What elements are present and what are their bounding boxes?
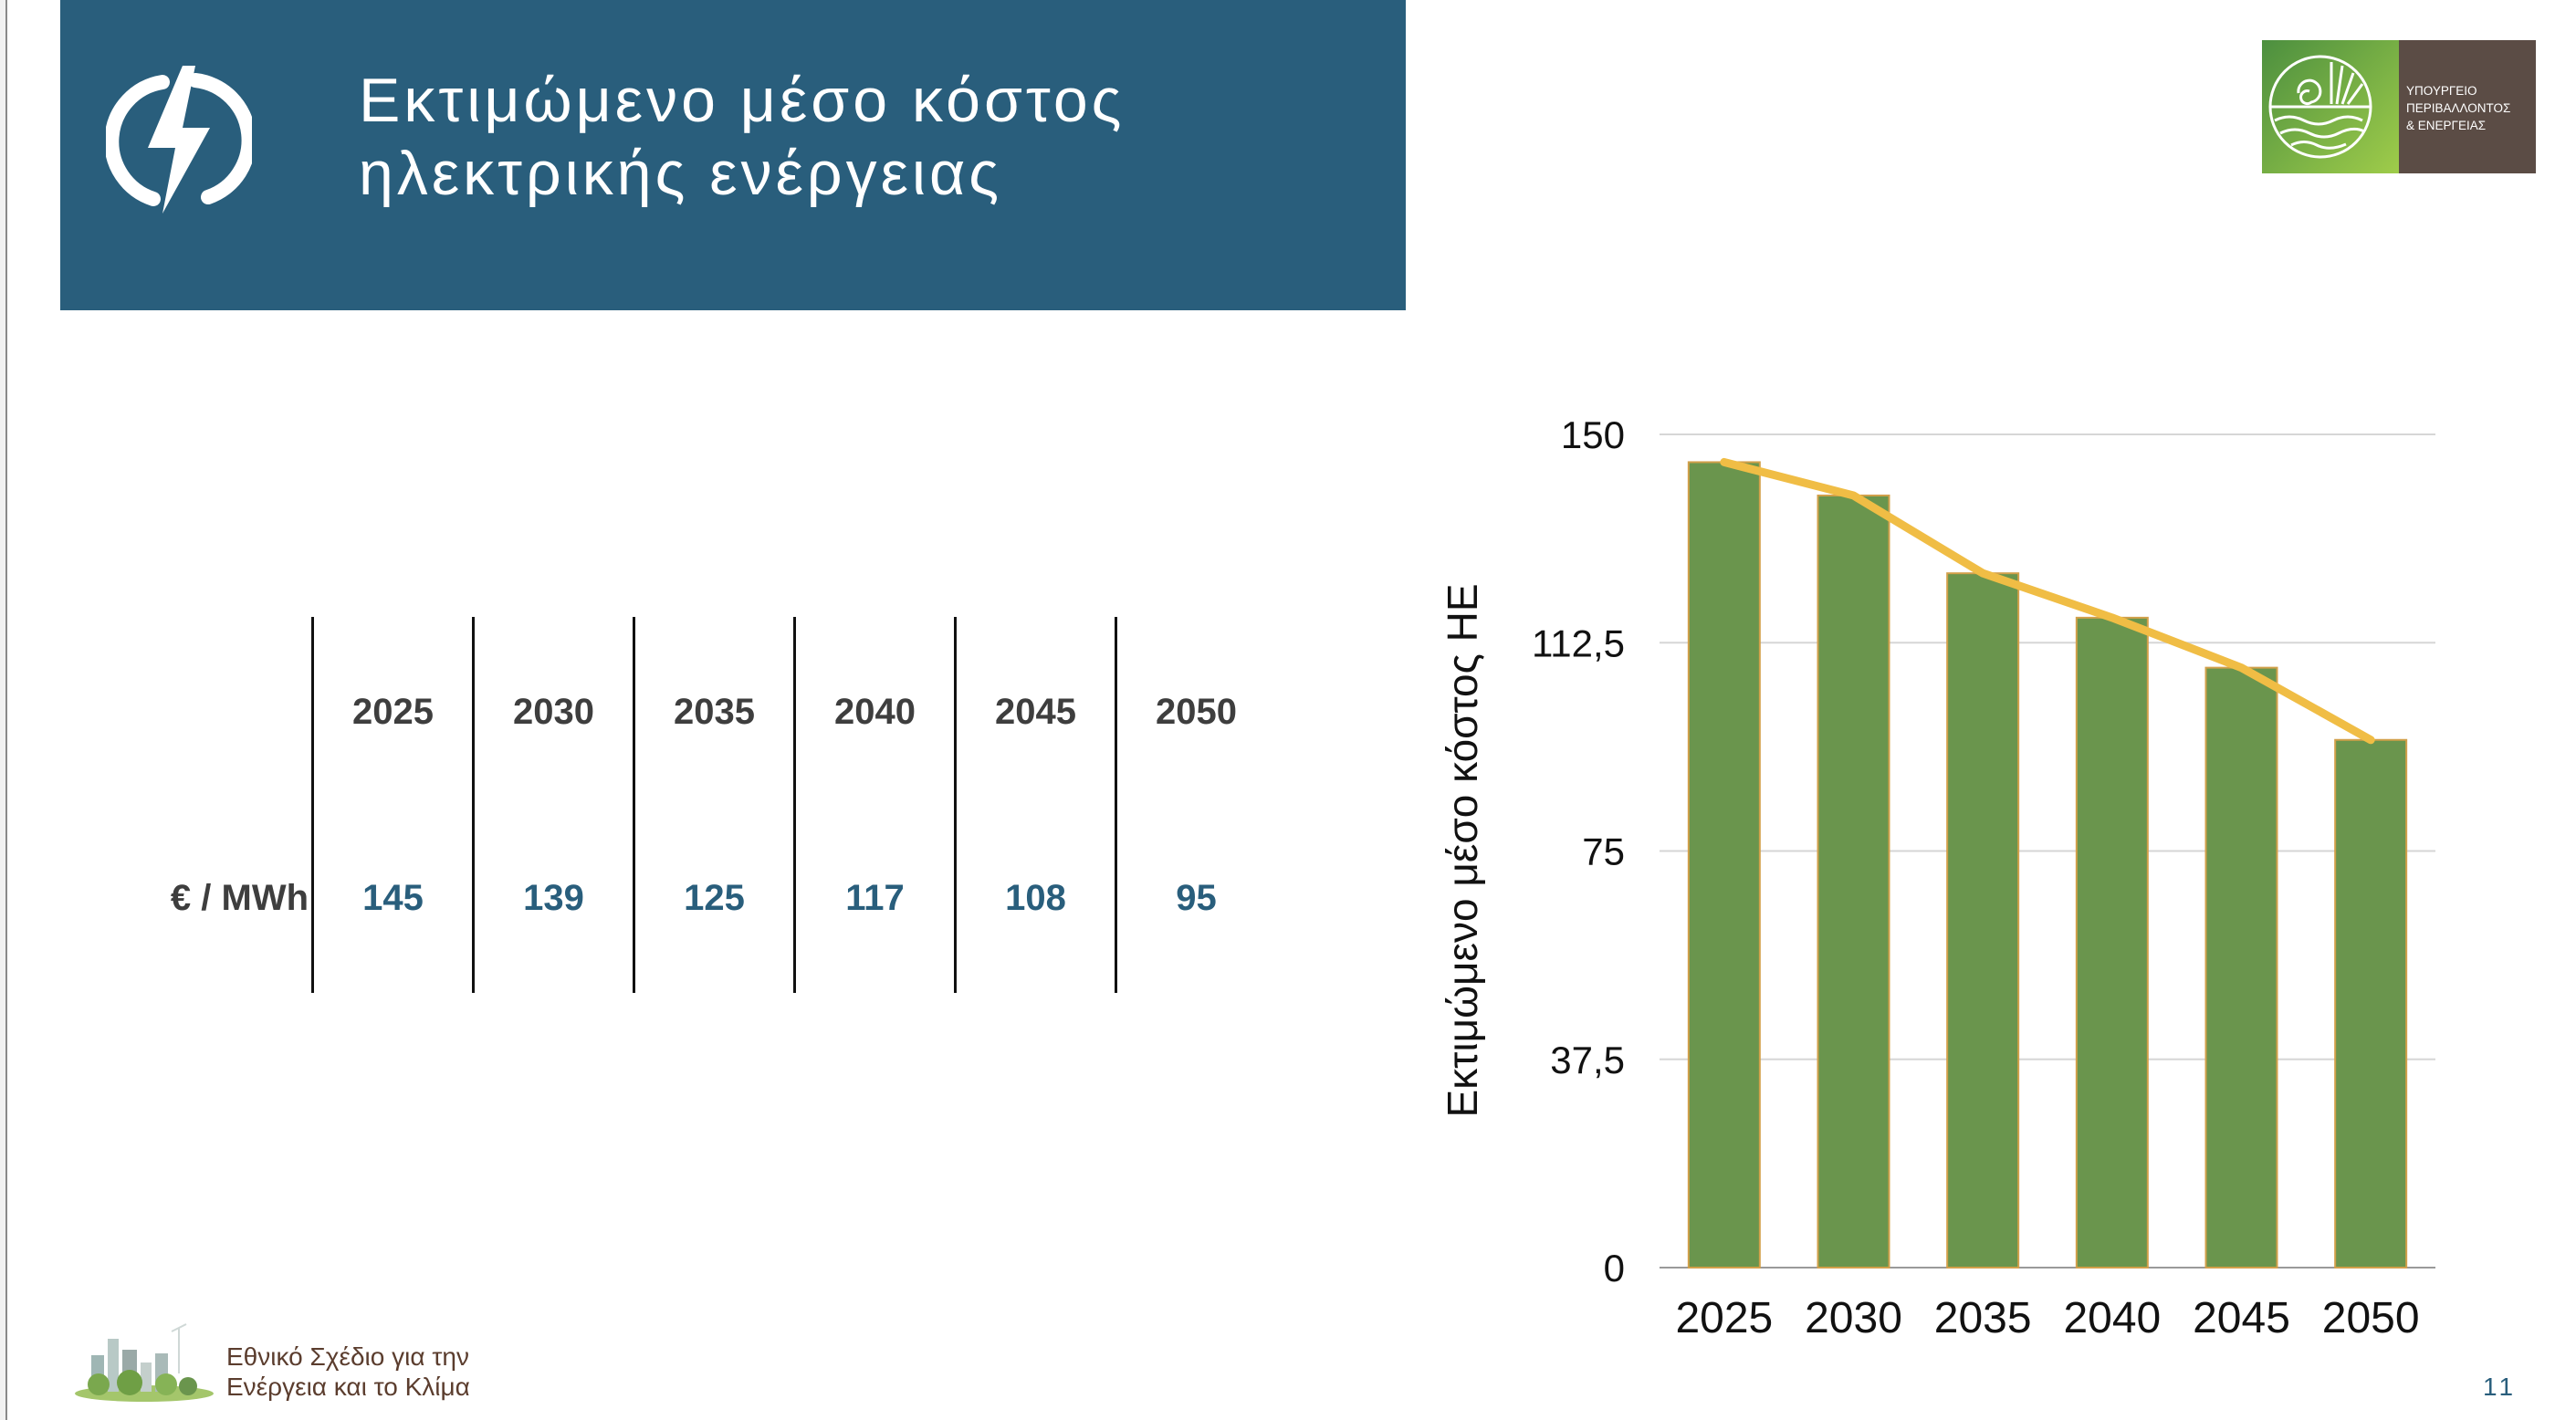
title-line-1: Εκτιμώμενο μέσο κόστος xyxy=(359,66,1126,135)
title-line-2: ηλεκτρικής ενέργειας xyxy=(359,139,1003,208)
y-tick-label: 75 xyxy=(1582,830,1625,873)
cost-chart: 0 37,5 75 112,5 150 2025 2030 2035 2040 2045 2050 Ε… xyxy=(1439,413,2435,1342)
table-header-year: 2030 xyxy=(513,692,594,732)
slide: Εκτιμώμενο μέσο κόστος ηλεκτρικής ενέργε… xyxy=(5,0,2576,1420)
page-title: Εκτιμώμενο μέσο κόστος ηλεκτρικής ενέργε… xyxy=(359,64,1345,210)
logo-text-line-3: & ΕΝΕΡΓΕΙΑΣ xyxy=(2406,119,2487,132)
y-tick-label: 150 xyxy=(1561,413,1625,456)
lightning-bolt-icon xyxy=(106,66,252,214)
table-header-year: 2050 xyxy=(1156,692,1237,732)
footer-line-2: Ενέργεια και το Κλίμα xyxy=(226,1373,470,1401)
logo-text-line-1: ΥΠΟΥΡΓΕΙΟ xyxy=(2406,84,2477,98)
bar xyxy=(1817,494,1890,1269)
x-tick-label: 2040 xyxy=(2063,1294,2161,1342)
table-cell-value: 145 xyxy=(362,878,424,918)
x-tick-label: 2045 xyxy=(2193,1294,2290,1342)
table-row-label: € / MWh xyxy=(170,878,309,918)
y-tick-label: 112,5 xyxy=(1532,621,1625,664)
footer-line-1: Εθνικό Σχέδιο για την xyxy=(226,1342,469,1371)
y-axis-label: Εκτιμώμενο μέσο κόστος ΗΕ xyxy=(1439,584,1486,1118)
table-column-divider xyxy=(793,617,796,993)
table-column-divider xyxy=(954,617,957,993)
ministry-logo: ΥΠΟΥΡΓΕΙΟ ΠΕΡΙΒΑΛΛΟΝΤΟΣ & ΕΝΕΡΓΕΙΑΣ xyxy=(2262,40,2536,173)
ministry-emblem-icon xyxy=(2268,55,2372,159)
y-tick-label: 0 xyxy=(1604,1247,1625,1289)
bar xyxy=(2204,666,2278,1269)
table-column-divider xyxy=(311,617,314,993)
table-cell-value: 125 xyxy=(684,878,745,918)
footer-text: Εθνικό Σχέδιο για την Ενέργεια και το Κλ… xyxy=(226,1342,470,1402)
table-header-year: 2040 xyxy=(834,692,916,732)
x-tick-label: 2035 xyxy=(1934,1294,2032,1342)
price-table: 2025 145 2030 139 2035 125 2040 117 2045 108 2050 9… xyxy=(7,0,1331,1095)
bar xyxy=(1687,461,1761,1269)
city-landscape-icon xyxy=(75,1323,214,1402)
table-cell-value: 95 xyxy=(1176,878,1217,918)
table-column-divider xyxy=(633,617,635,993)
x-tick-label: 2025 xyxy=(1675,1294,1773,1342)
table-cell-value: 108 xyxy=(1005,878,1066,918)
bar xyxy=(2334,738,2408,1269)
table-header-year: 2035 xyxy=(674,692,755,732)
title-banner xyxy=(60,0,1406,310)
x-tick-label: 2050 xyxy=(2322,1294,2420,1342)
bar xyxy=(2075,616,2149,1269)
bar xyxy=(1946,572,2020,1269)
table-header-year: 2045 xyxy=(995,692,1076,732)
table-column-divider xyxy=(1115,617,1117,993)
table-cell-value: 117 xyxy=(845,878,905,918)
logo-text-line-2: ΠΕΡΙΒΑΛΛΟΝΤΟΣ xyxy=(2406,101,2511,115)
y-tick-label: 37,5 xyxy=(1550,1039,1625,1081)
trend-line xyxy=(1720,457,2375,745)
table-column-divider xyxy=(472,617,475,993)
table-header-year: 2025 xyxy=(352,692,434,732)
x-tick-label: 2030 xyxy=(1805,1294,1902,1342)
page-number: 11 xyxy=(2483,1373,2518,1401)
logo-text-panel: ΥΠΟΥΡΓΕΙΟ ΠΕΡΙΒΑΛΛΟΝΤΟΣ & ΕΝΕΡΓΕΙΑΣ xyxy=(2399,40,2536,173)
table-cell-value: 139 xyxy=(523,878,584,918)
